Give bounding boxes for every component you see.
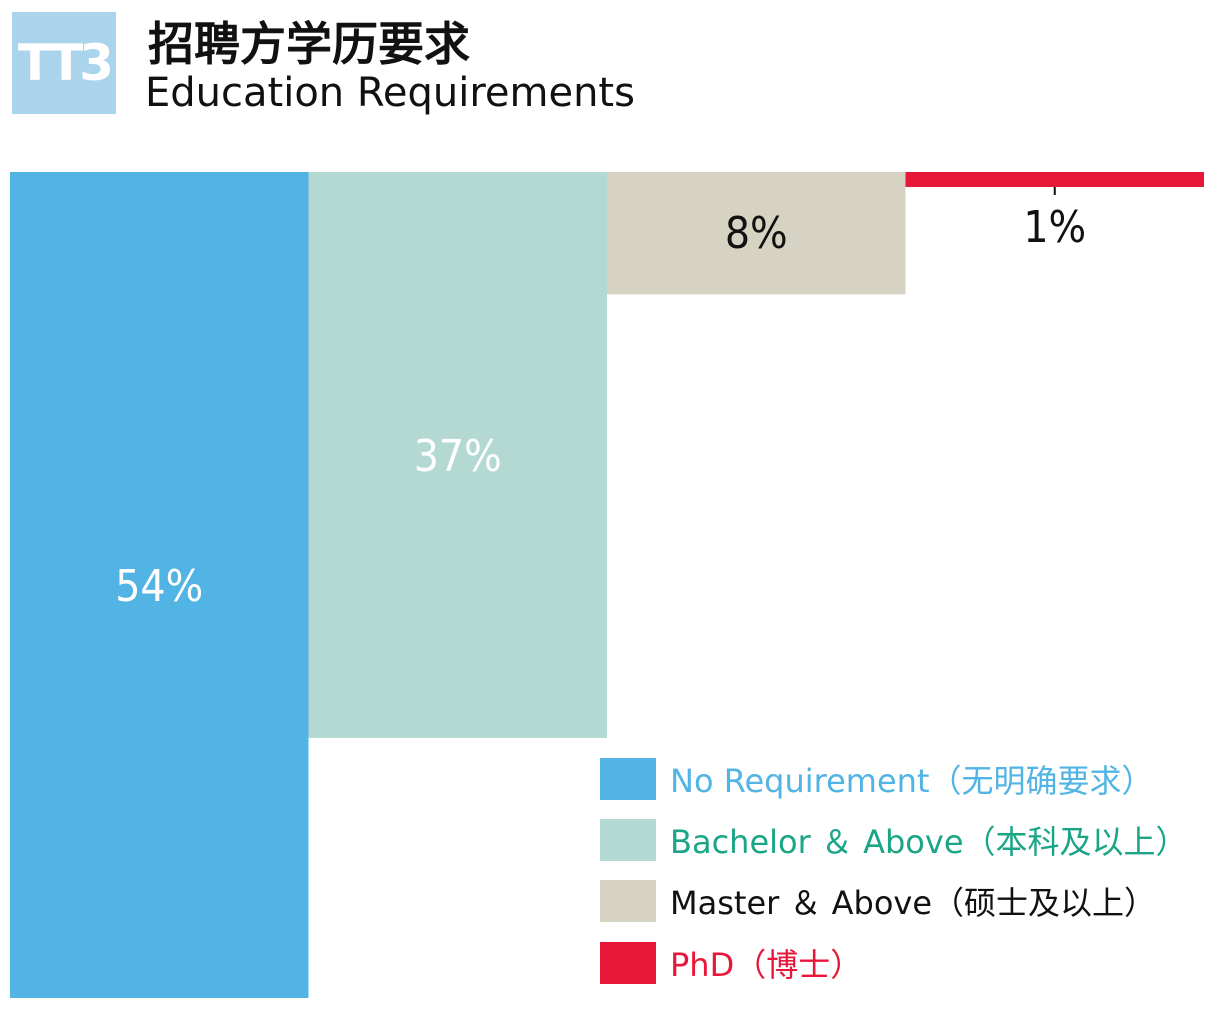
chart-title-english: Education Requirements (145, 70, 635, 116)
legend-item-bachelor: Bachelor ＆ Above（本科及以上） (600, 819, 1188, 861)
logo-text: TT3 (17, 34, 114, 92)
chart-title-chinese: 招聘方学历要求 (148, 17, 470, 71)
bar-3 (905, 172, 1204, 187)
legend-label-bachelor: Bachelor ＆ Above（本科及以上） (670, 823, 1188, 861)
bar-value-label-2: 8% (725, 208, 788, 259)
legend-swatch-bachelor (600, 819, 656, 861)
legend-swatch-master (600, 880, 656, 922)
legend-item-master: Master ＆ Above（硕士及以上） (600, 880, 1156, 922)
legend-swatch-no-requirement (600, 758, 656, 800)
legend-label-master: Master ＆ Above（硕士及以上） (670, 884, 1157, 922)
legend-label-phd: PhD（博士） (670, 946, 863, 984)
bar-value-label-0: 54% (115, 561, 203, 612)
bar-value-label-3: 1% (1023, 202, 1086, 253)
bar-value-label-1: 37% (414, 431, 502, 482)
bar-2 (607, 172, 906, 295)
bar-0 (10, 172, 309, 998)
legend-swatch-phd (600, 942, 656, 984)
legend-label-no-requirement: No Requirement（无明确要求） (670, 762, 1154, 800)
bar-1 (308, 172, 607, 738)
legend-item-no-requirement: No Requirement（无明确要求） (600, 758, 1154, 800)
legend-item-phd: PhD（博士） (600, 942, 862, 984)
logo-badge: TT3 (12, 12, 116, 114)
